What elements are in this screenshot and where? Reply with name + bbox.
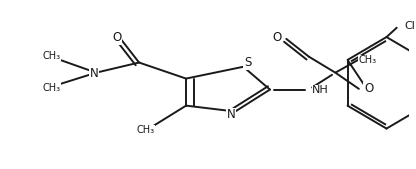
Text: O: O	[272, 31, 282, 44]
Text: CH₃: CH₃	[42, 83, 60, 93]
Text: N: N	[227, 108, 235, 121]
Text: CH₃: CH₃	[358, 55, 376, 65]
Text: S: S	[244, 56, 251, 69]
Text: CH₃: CH₃	[42, 51, 60, 61]
Text: Cl: Cl	[404, 21, 415, 31]
Text: CH₃: CH₃	[136, 125, 154, 135]
Text: NH: NH	[312, 85, 329, 95]
Text: N: N	[90, 67, 99, 80]
Text: O: O	[112, 31, 121, 44]
Text: O: O	[364, 82, 373, 95]
